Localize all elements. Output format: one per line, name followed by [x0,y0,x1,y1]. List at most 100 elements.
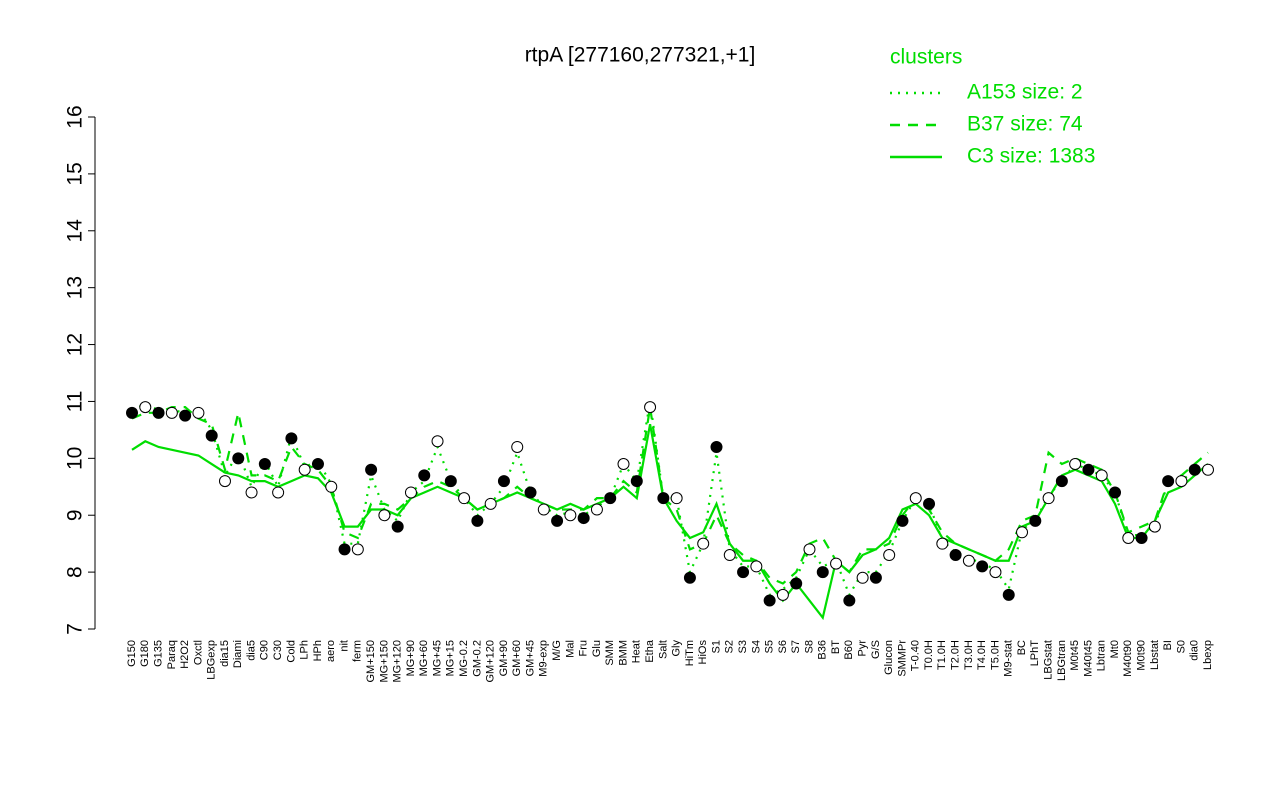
point [1202,463,1214,476]
point [351,543,364,556]
x-tick-label: B36 [817,640,829,660]
x-tick-label: Paraq [166,640,178,669]
point [869,571,882,584]
x-tick-label: G/S [870,640,882,659]
x-tick-label: HPh [312,640,324,661]
point [723,549,736,562]
x-tick-label: LPh [299,640,311,660]
legend-label: A153 size: 2 [967,81,1083,104]
x-tick-label: Mt0 [1109,640,1121,658]
point [1122,531,1135,544]
x-tick-label: S2 [724,640,736,653]
x-tick-label: G150 [126,640,138,667]
point [803,543,816,556]
x-tick-label: M40t45 [1082,640,1094,677]
x-tick-label: T-0.40 [910,640,922,671]
point [936,537,949,550]
point [258,458,271,471]
point [1055,475,1068,488]
point [790,577,803,590]
x-tick-label: Glu [591,640,603,657]
x-tick-label: MG+150 [378,640,390,683]
point [1069,458,1082,471]
point [1082,463,1095,476]
legend-label: C3 size: 1383 [967,145,1095,168]
x-tick-label: Mal [564,640,576,658]
point [670,492,683,505]
point [511,440,524,453]
x-tick-label: LBGexp [206,640,218,680]
point [1162,475,1175,488]
x-tick-label: Oxctl [192,640,204,665]
point [604,492,617,505]
x-tick-label: MG-0.2 [458,640,470,677]
point [458,492,471,505]
x-tick-label: Lbstat [1149,640,1161,670]
legend-label: B37 size: 74 [967,113,1083,136]
x-tick-label: S8 [803,640,815,653]
y-tick-label: 9 [64,509,87,521]
point [1188,463,1201,476]
point [644,401,657,414]
point [1175,475,1188,488]
point [272,486,285,499]
x-tick-label: GM+60 [511,640,523,676]
point [909,492,922,505]
point [962,554,975,567]
x-tick-label: S1 [710,640,722,653]
point [298,463,311,476]
y-tick-label: 13 [64,276,87,299]
x-tick-label: T2.0H [950,640,962,670]
x-tick-label: Pyr [857,640,869,657]
x-tick-label: Etha [644,639,656,663]
legend-title: clusters [890,46,962,69]
x-tick-label: T0.0H [923,640,935,670]
point [126,406,138,419]
y-tick-label: 12 [64,333,87,356]
point [949,549,962,562]
y-tick-label: 16 [64,105,87,128]
x-tick-label: nit [338,640,350,652]
point [896,514,909,527]
point [378,509,391,522]
x-tick-label: GM+150 [365,640,377,683]
point [338,543,351,556]
x-tick-label: GM+45 [524,640,536,676]
point [564,509,577,522]
x-tick-label: LBGstat [1042,640,1054,680]
point [976,560,989,573]
point [311,458,324,471]
point [444,475,457,488]
point [365,463,378,476]
x-tick-label: Glucon [883,640,895,675]
point [1002,588,1015,601]
cluster-line [131,406,1209,585]
x-tick-label: S7 [790,640,802,653]
y-tick-label: 11 [64,391,87,413]
x-tick-label: BI [1162,640,1174,650]
x-tick-label: C30 [272,640,284,660]
x-tick-label: MG+120 [392,640,404,683]
x-tick-label: Lbexp [1202,640,1214,670]
x-tick-label: H2O2 [179,640,191,669]
x-tick-label: aero [325,640,337,662]
y-tick-label: 10 [64,447,87,470]
point [763,594,776,607]
point [404,486,417,499]
point [1148,520,1161,533]
x-tick-label: T1.0H [936,640,948,670]
point [1029,514,1042,527]
chart-title: rtpA [277160,277321,+1] [525,44,756,67]
x-tick-label: Cold [285,640,297,663]
point [577,512,590,525]
x-tick-label: S6 [777,640,789,653]
x-tick-label: M0t90 [1135,640,1147,671]
x-tick-label: BMM [617,640,629,666]
x-tick-label: Lbtran [1096,640,1108,671]
x-tick-label: M/G [551,640,563,661]
point [551,514,564,527]
x-tick-label: M0t45 [1069,640,1081,671]
x-tick-label: GM-0.2 [471,640,483,677]
point [710,440,723,453]
point [484,497,497,510]
